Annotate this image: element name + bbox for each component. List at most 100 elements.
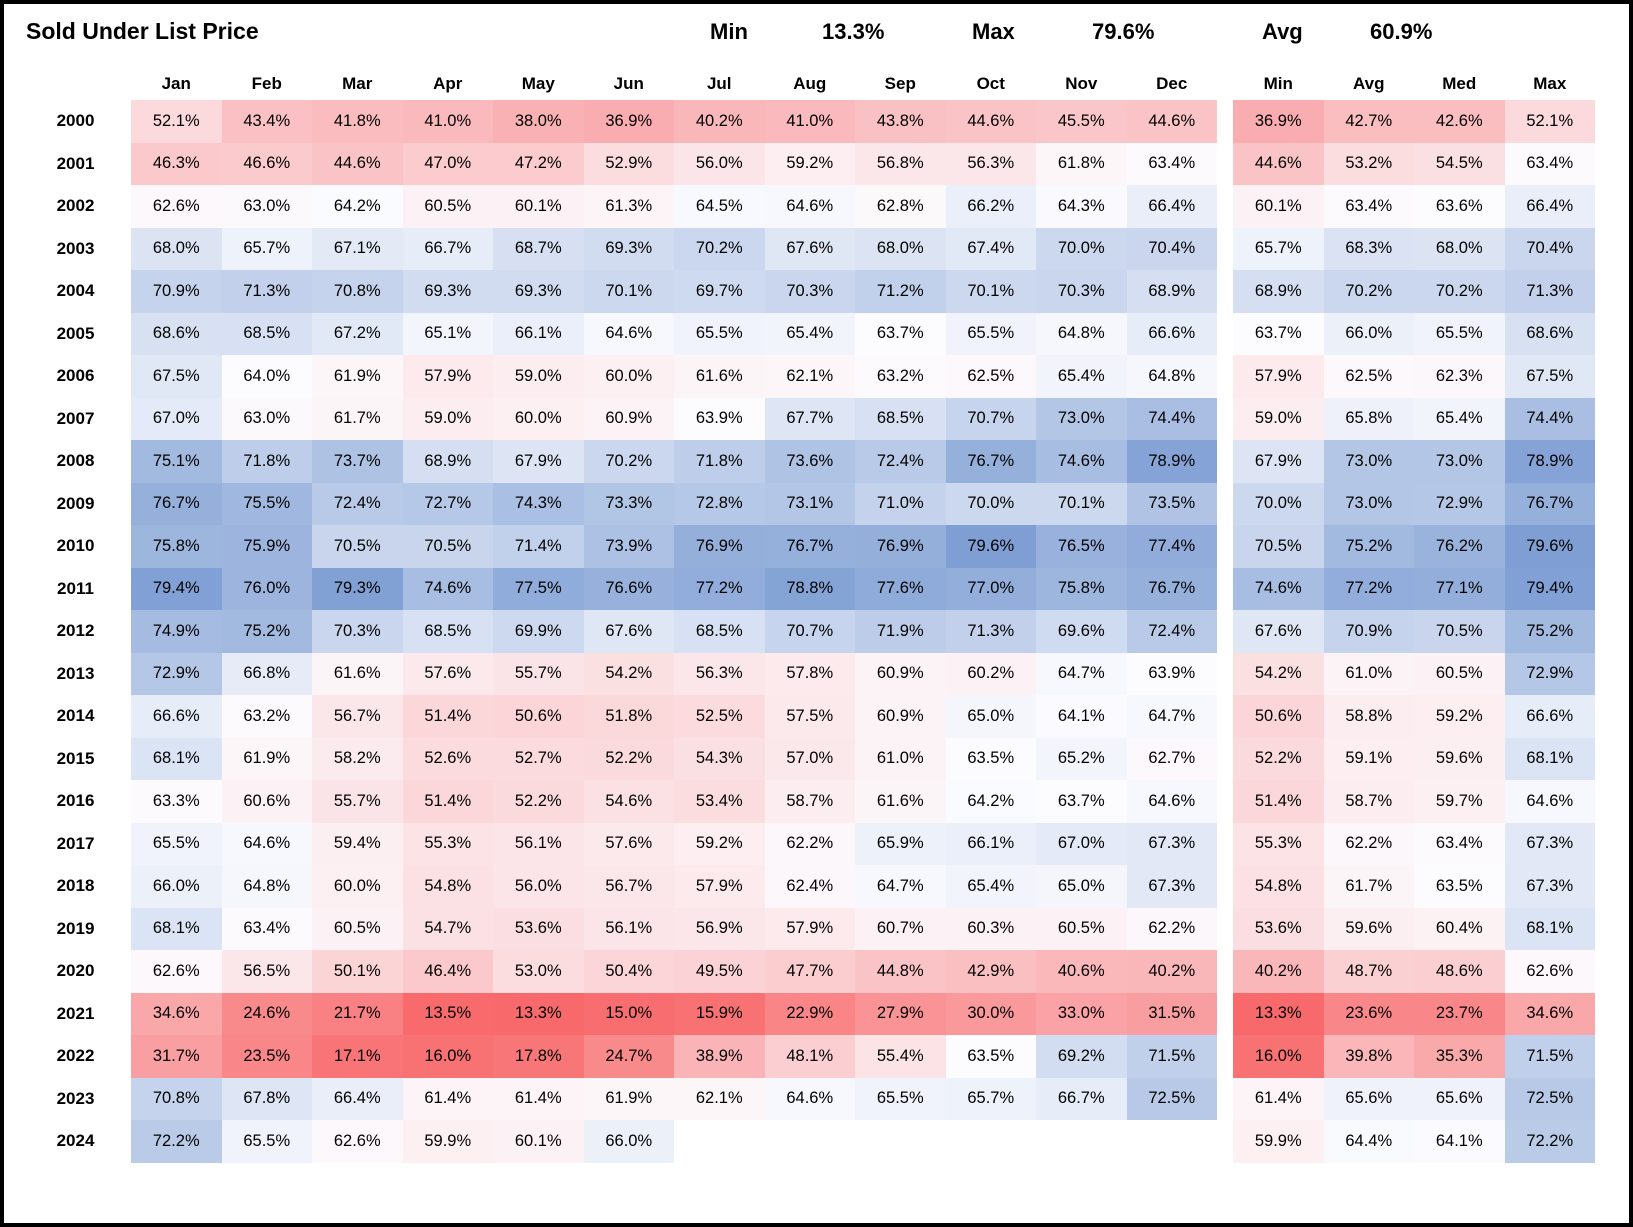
heatmap-cell: 21.7% xyxy=(312,992,403,1035)
heatmap-cell: 67.3% xyxy=(1126,822,1217,865)
heatmap-cell: 60.5% xyxy=(312,907,403,950)
heatmap-cell: 68.1% xyxy=(131,737,222,780)
row-gutter xyxy=(1217,1078,1233,1121)
summary-cell-avg: 48.7% xyxy=(1323,950,1414,993)
heatmap-cell: 41.8% xyxy=(312,100,403,143)
heatmap-cell: 47.7% xyxy=(764,950,855,993)
heatmap-cell: 66.6% xyxy=(1126,312,1217,355)
heatmap-cell: 66.2% xyxy=(945,185,1036,228)
heatmap-cell: 67.7% xyxy=(764,397,855,440)
heatmap-cell: 54.3% xyxy=(674,737,765,780)
heatmap-cell: 34.6% xyxy=(131,992,222,1035)
summary-cell-min: 53.6% xyxy=(1233,907,1324,950)
heatmap-cell: 71.0% xyxy=(855,482,946,525)
heatmap-cell: 72.8% xyxy=(674,482,765,525)
heatmap-cell: 77.2% xyxy=(674,567,765,610)
heatmap-cell: 51.4% xyxy=(402,695,493,738)
summary-cell-med: 63.6% xyxy=(1414,185,1505,228)
summary-cell-med: 64.1% xyxy=(1414,1120,1505,1163)
heatmap-cell: 27.9% xyxy=(855,992,946,1035)
summary-cell-avg: 62.5% xyxy=(1323,355,1414,398)
row-label-2016: 2016 xyxy=(56,791,95,811)
heatmap-cell: 72.9% xyxy=(131,652,222,695)
summary-cell-med: 60.4% xyxy=(1414,907,1505,950)
summary-cell-avg: 42.7% xyxy=(1323,100,1414,143)
heatmap-cell: 70.7% xyxy=(764,610,855,653)
summary-cell-med: 73.0% xyxy=(1414,440,1505,483)
row-label-2019: 2019 xyxy=(56,918,95,938)
column-header-jul: Jul xyxy=(706,74,732,93)
heatmap-cell: 71.8% xyxy=(221,440,312,483)
heatmap-cell: 63.9% xyxy=(1126,652,1217,695)
heatmap-cell: 72.5% xyxy=(1126,1077,1217,1120)
heatmap-cell: 53.4% xyxy=(674,780,765,823)
summary-cell-min: 36.9% xyxy=(1233,100,1324,143)
summary-cell-min: 54.2% xyxy=(1233,652,1324,695)
summary-cell-med: 54.5% xyxy=(1414,142,1505,185)
summary-cell-avg: 70.9% xyxy=(1323,610,1414,653)
heatmap-cell: 61.9% xyxy=(312,355,403,398)
heatmap-cell: 53.6% xyxy=(493,907,584,950)
heatmap-cell: 23.5% xyxy=(221,1035,312,1078)
heatmap-cell: 66.8% xyxy=(221,652,312,695)
row-label-2003: 2003 xyxy=(56,238,95,258)
row-gutter xyxy=(1217,823,1233,866)
row-label-2000: 2000 xyxy=(56,111,95,131)
heatmap-cell: 67.0% xyxy=(131,397,222,440)
column-header-nov: Nov xyxy=(1065,74,1098,93)
summary-cell-max: 72.2% xyxy=(1504,1120,1595,1163)
heatmap-cell: 48.1% xyxy=(764,1035,855,1078)
heatmap-cell xyxy=(674,1120,765,1163)
row-label-2007: 2007 xyxy=(56,408,95,428)
summary-cell-min: 67.6% xyxy=(1233,610,1324,653)
summary-cell-avg: 23.6% xyxy=(1323,992,1414,1035)
heatmap-cell: 76.0% xyxy=(221,567,312,610)
heatmap-cell: 73.7% xyxy=(312,440,403,483)
heatmap-cell: 64.7% xyxy=(1036,652,1127,695)
heatmap-cell: 64.6% xyxy=(583,312,674,355)
heatmap-cell: 57.5% xyxy=(764,695,855,738)
summary-cell-avg: 65.6% xyxy=(1323,1077,1414,1120)
heatmap-cell: 62.1% xyxy=(674,1077,765,1120)
heatmap-cell: 70.0% xyxy=(945,482,1036,525)
row-label-2012: 2012 xyxy=(56,621,95,641)
heatmap-cell: 16.0% xyxy=(402,1035,493,1078)
summary-cell-med: 23.7% xyxy=(1414,992,1505,1035)
heatmap-cell: 62.7% xyxy=(1126,737,1217,780)
summary-cell-max: 75.2% xyxy=(1504,610,1595,653)
heatmap-cell: 72.4% xyxy=(312,482,403,525)
heatmap-cell: 72.7% xyxy=(402,482,493,525)
row-gutter xyxy=(1217,440,1233,483)
heatmap-cell: 65.9% xyxy=(855,822,946,865)
heatmap-cell: 72.4% xyxy=(1126,610,1217,653)
stat-min-value: 13.3% xyxy=(822,19,885,44)
heatmap-cell: 70.3% xyxy=(312,610,403,653)
heatmap-cell: 62.2% xyxy=(1126,907,1217,950)
heatmap-cell: 43.8% xyxy=(855,100,946,143)
column-header-aug: Aug xyxy=(793,74,827,93)
row-gutter xyxy=(1217,695,1233,738)
heatmap-cell: 71.8% xyxy=(674,440,765,483)
summary-cell-min: 63.7% xyxy=(1233,312,1324,355)
heatmap-cell: 78.8% xyxy=(764,567,855,610)
summary-cell-max: 71.3% xyxy=(1504,270,1595,313)
heatmap-cell: 40.2% xyxy=(674,100,765,143)
summary-cell-med: 59.6% xyxy=(1414,737,1505,780)
summary-cell-med: 72.9% xyxy=(1414,482,1505,525)
summary-cell-med: 63.5% xyxy=(1414,865,1505,908)
heatmap-cell: 15.0% xyxy=(583,992,674,1035)
heatmap-cell: 62.6% xyxy=(312,1120,403,1163)
summary-cell-min: 74.6% xyxy=(1233,567,1324,610)
row-label-2006: 2006 xyxy=(56,366,95,386)
heatmap-cell: 76.7% xyxy=(131,482,222,525)
heatmap-cell: 59.4% xyxy=(312,822,403,865)
heatmap-cell: 61.0% xyxy=(855,737,946,780)
heatmap-cell: 73.9% xyxy=(583,525,674,568)
heatmap-cell: 66.0% xyxy=(131,865,222,908)
heatmap-cell: 69.3% xyxy=(493,270,584,313)
summary-cell-med: 76.2% xyxy=(1414,525,1505,568)
row-gutter xyxy=(1217,100,1233,143)
heatmap-cell: 60.1% xyxy=(493,1120,584,1163)
summary-cell-max: 68.1% xyxy=(1504,737,1595,780)
heatmap-cell: 66.0% xyxy=(583,1120,674,1163)
